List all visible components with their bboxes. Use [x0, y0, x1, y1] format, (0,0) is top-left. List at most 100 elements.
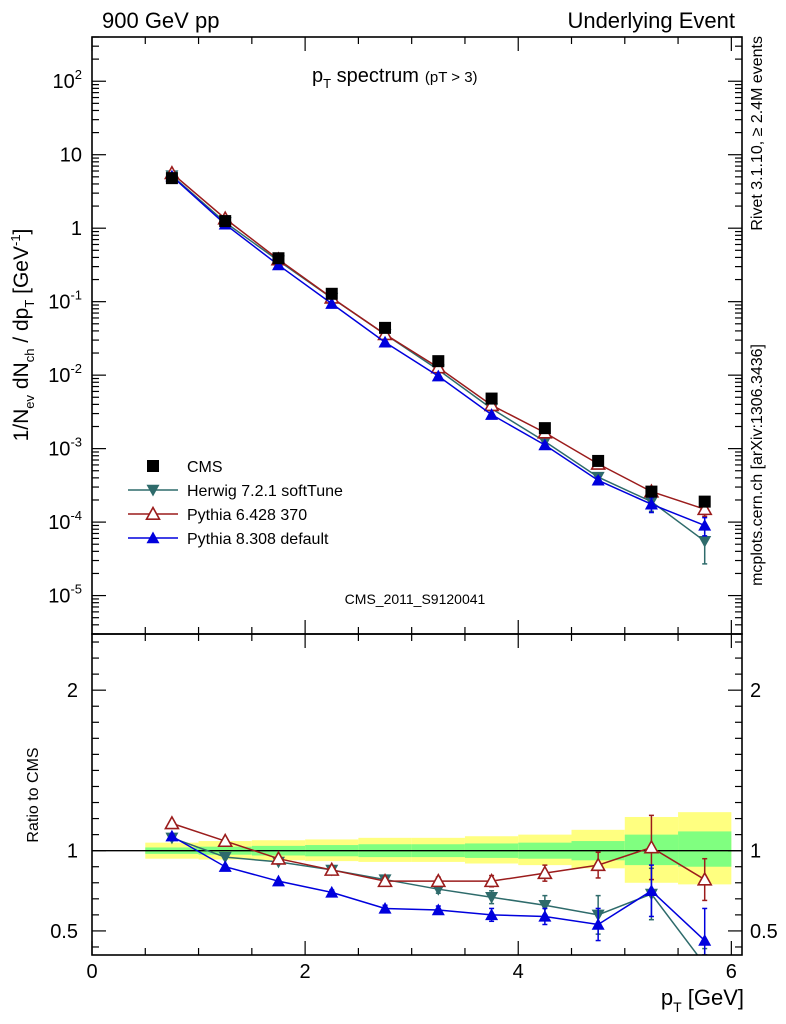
- data-point-triangle-up-open: [323, 861, 340, 876]
- data-point-square: [379, 321, 392, 334]
- main-panel-data: [164, 165, 713, 565]
- main-y-tick-label: 10: [60, 145, 82, 167]
- data-point-triangle-down: [538, 900, 552, 912]
- legend-label: Pythia 6.428 370: [187, 507, 307, 524]
- data-point-triangle-up-open: [537, 864, 553, 880]
- data-point-triangle-up: [644, 884, 658, 896]
- analysis-id-label: CMS_2011_S9120041: [345, 591, 486, 607]
- series-pythia-8-308-default: [165, 829, 712, 955]
- x-tick-label: 2: [300, 961, 311, 983]
- data-point-triangle-up-open: [164, 815, 180, 830]
- series-cms: [165, 172, 711, 508]
- data-point-triangle-up: [538, 909, 552, 922]
- main-y-tick-label: 10-4: [48, 508, 82, 534]
- data-point-triangle-down: [218, 851, 232, 864]
- data-point-triangle-up: [591, 918, 605, 930]
- x-tick-labels: 0 2 4 6: [86, 961, 736, 983]
- ratio-y-tick-label-right: 0.5: [750, 921, 778, 943]
- legend-item: Pythia 6.428 370: [128, 505, 307, 524]
- ratio-y-axis-title: Ratio to CMS: [25, 747, 42, 842]
- plot-title-cut: (pT > 3): [425, 69, 478, 86]
- data-point-triangle-up-open: [377, 873, 393, 888]
- data-point-square: [219, 215, 232, 228]
- main-panel-y-tick-labels: 10-5 10-4 10-3 10-2 10-1 1 10 102: [48, 67, 82, 607]
- main-y-tick-label: 10-3: [48, 435, 82, 461]
- main-panel-ticks: [91, 36, 742, 635]
- x-tick-label: 4: [513, 961, 524, 983]
- main-y-tick-label: 10-2: [48, 361, 82, 387]
- x-axis-title: pT [GeV]: [661, 985, 744, 1015]
- ratio-panel-y-tick-labels: 0.5 0.5 1 1 2 2: [50, 680, 778, 943]
- data-point-triangle-up-open: [483, 873, 500, 888]
- main-y-tick-label: 1: [71, 218, 82, 240]
- data-point-square: [165, 172, 178, 185]
- data-point-square: [147, 460, 159, 472]
- legend-label: Herwig 7.2.1 softTune: [187, 483, 343, 500]
- ratio-y-tick-label-left: 1: [67, 841, 78, 863]
- legend-label: CMS: [187, 459, 223, 476]
- rivet-version-label: Rivet 3.1.10, ≥ 2.4M events: [749, 36, 766, 231]
- main-y-axis-title: 1/Nev dNch / dpT [GeV-1]: [8, 229, 37, 442]
- data-point-square: [272, 252, 285, 265]
- data-point-triangle-up: [698, 518, 712, 531]
- plot-title: pT spectrum (pT > 3): [312, 65, 478, 91]
- data-point-triangle-up: [218, 860, 232, 872]
- data-point-triangle-down: [146, 484, 160, 497]
- ratio-y-tick-label-left: 0.5: [50, 921, 78, 943]
- data-point-triangle-up-open: [590, 856, 607, 872]
- ratio-panel-ticks: [91, 634, 742, 955]
- ratio-y-tick-label-right: 1: [750, 841, 761, 863]
- data-point-triangle-up: [146, 531, 160, 544]
- legend: CMS Herwig 7.2.1 softTune Pythia 6.428 370…: [128, 459, 343, 548]
- x-tick-label: 6: [726, 961, 737, 983]
- data-point-triangle-up: [431, 903, 445, 916]
- ratio-y-tick-label-left: 2: [67, 680, 78, 702]
- mcplots-reference-label: mcplots.cern.ch [arXiv:1306.3436]: [749, 344, 766, 586]
- data-point-triangle-up: [325, 885, 339, 898]
- data-point-triangle-up-open: [430, 873, 447, 888]
- data-point-triangle-up: [485, 908, 499, 921]
- data-point-triangle-up-open: [696, 501, 713, 516]
- data-point-triangle-up: [165, 829, 179, 842]
- plot-title-rest: spectrum: [331, 65, 419, 87]
- legend-item: Pythia 8.308 default: [128, 531, 329, 548]
- header-collision-label: 900 GeV pp: [102, 8, 219, 33]
- legend-item: Herwig 7.2.1 softTune: [128, 483, 343, 500]
- data-point-triangle-up: [431, 369, 445, 382]
- main-y-tick-label: 102: [53, 67, 82, 93]
- data-point-square: [538, 422, 551, 435]
- plot-title-p: p: [312, 65, 323, 87]
- legend-label: Pythia 8.308 default: [187, 531, 329, 548]
- data-point-square: [698, 495, 711, 508]
- ratio-panel-frame: [91, 633, 743, 956]
- main-y-tick-label: 10-5: [48, 582, 82, 608]
- data-point-triangle-up: [378, 901, 392, 914]
- data-point-triangle-up: [325, 297, 339, 309]
- data-point-triangle-up-open: [217, 832, 234, 848]
- data-point-triangle-up: [271, 874, 285, 887]
- data-point-triangle-up: [485, 408, 499, 420]
- ratio-panel-data: [164, 814, 713, 955]
- data-point-triangle-up: [538, 438, 552, 451]
- legend-item: CMS: [147, 459, 223, 476]
- data-point-triangle-up: [271, 258, 285, 271]
- data-point-triangle-up-open: [696, 871, 713, 886]
- header-process-label: Underlying Event: [567, 8, 735, 33]
- data-point-square: [325, 287, 338, 300]
- data-point-triangle-up: [378, 335, 392, 348]
- data-point-triangle-up-open: [145, 505, 161, 521]
- data-point-square: [645, 485, 658, 498]
- data-point-square: [592, 454, 605, 467]
- data-point-triangle-up: [591, 473, 605, 486]
- data-point-triangle-up: [698, 934, 712, 946]
- data-point-triangle-down: [485, 892, 499, 904]
- data-point-square: [432, 355, 445, 368]
- data-point-triangle-up-open: [270, 850, 287, 865]
- data-point-triangle-up-open: [643, 839, 660, 854]
- data-point-triangle-down: [698, 535, 712, 548]
- series-pythia-6-428-370: [164, 814, 713, 902]
- data-point-square: [485, 392, 498, 405]
- x-tick-label: 0: [86, 961, 97, 983]
- main-y-tick-label: 10-1: [48, 288, 82, 314]
